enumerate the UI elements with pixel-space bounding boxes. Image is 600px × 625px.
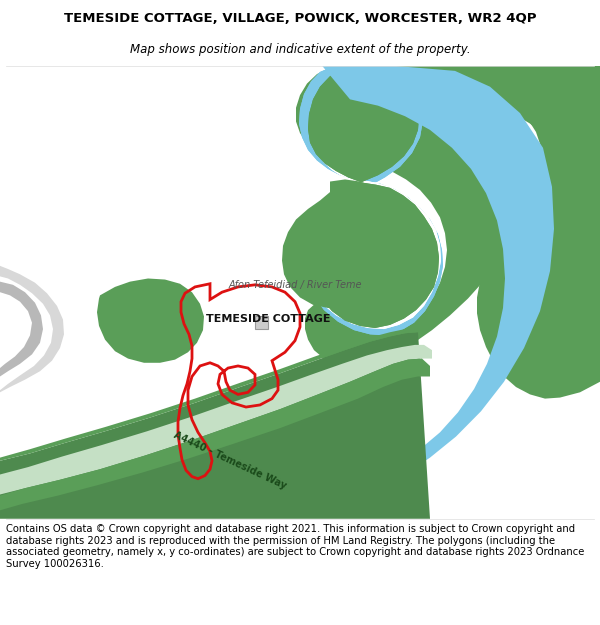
Polygon shape	[282, 179, 406, 308]
Polygon shape	[299, 66, 443, 336]
Text: TEMESIDE COTTAGE, VILLAGE, POWICK, WORCESTER, WR2 4QP: TEMESIDE COTTAGE, VILLAGE, POWICK, WORCE…	[64, 12, 536, 25]
Polygon shape	[0, 266, 64, 392]
Polygon shape	[296, 66, 527, 366]
Polygon shape	[297, 66, 441, 329]
Polygon shape	[308, 66, 439, 328]
Polygon shape	[370, 66, 600, 192]
Polygon shape	[308, 66, 439, 328]
Polygon shape	[0, 332, 430, 519]
Text: Map shows position and indicative extent of the property.: Map shows position and indicative extent…	[130, 42, 470, 56]
Text: TEMESIDE COTTAGE: TEMESIDE COTTAGE	[206, 314, 330, 324]
Polygon shape	[0, 345, 432, 494]
Polygon shape	[255, 316, 268, 329]
Polygon shape	[0, 359, 430, 511]
Polygon shape	[0, 327, 418, 461]
Polygon shape	[455, 66, 600, 399]
Polygon shape	[0, 282, 43, 376]
Text: Contains OS data © Crown copyright and database right 2021. This information is : Contains OS data © Crown copyright and d…	[6, 524, 584, 569]
Polygon shape	[315, 66, 554, 501]
Text: A4440 - Temeside Way: A4440 - Temeside Way	[172, 430, 288, 491]
Polygon shape	[299, 66, 443, 336]
Text: Afon Tefeidiad / River Teme: Afon Tefeidiad / River Teme	[228, 280, 362, 290]
Polygon shape	[297, 66, 441, 329]
Polygon shape	[97, 279, 204, 362]
